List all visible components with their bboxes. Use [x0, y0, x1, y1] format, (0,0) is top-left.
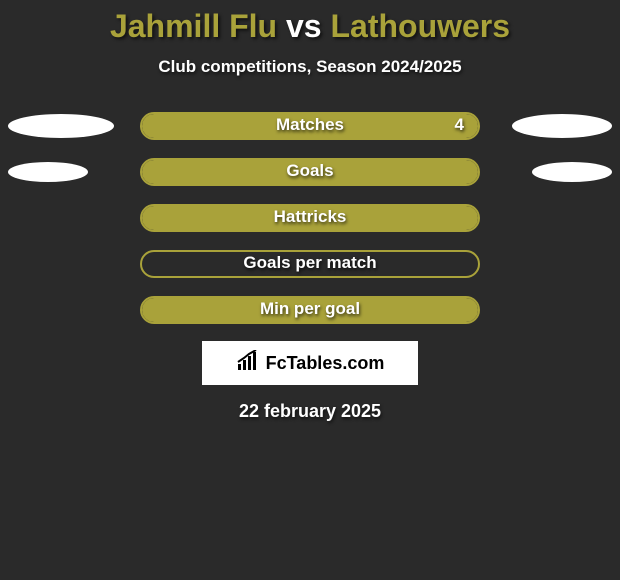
chart-icon: [236, 350, 262, 377]
stat-label: Hattricks: [0, 207, 620, 227]
logo-box: FcTables.com: [202, 341, 418, 385]
stat-row: Matches4: [0, 111, 620, 141]
stat-value-right: 4: [455, 115, 464, 135]
stat-row: Hattricks: [0, 203, 620, 233]
subtitle: Club competitions, Season 2024/2025: [0, 57, 620, 77]
stat-row: Goals: [0, 157, 620, 187]
stat-label: Matches: [0, 115, 620, 135]
page-title: Jahmill Flu vs Lathouwers: [0, 0, 620, 45]
vs-text: vs: [286, 8, 322, 44]
date-text: 22 february 2025: [0, 401, 620, 422]
stat-label: Goals per match: [0, 253, 620, 273]
player1-name: Jahmill Flu: [110, 8, 277, 44]
logo-text: FcTables.com: [266, 353, 385, 374]
stat-row: Min per goal: [0, 295, 620, 325]
stat-label: Min per goal: [0, 299, 620, 319]
stat-label: Goals: [0, 161, 620, 181]
stat-rows: Matches4 Goals Hattricks Goals per match Min…: [0, 111, 620, 325]
player2-name: Lathouwers: [330, 8, 510, 44]
stat-row: Goals per match: [0, 249, 620, 279]
